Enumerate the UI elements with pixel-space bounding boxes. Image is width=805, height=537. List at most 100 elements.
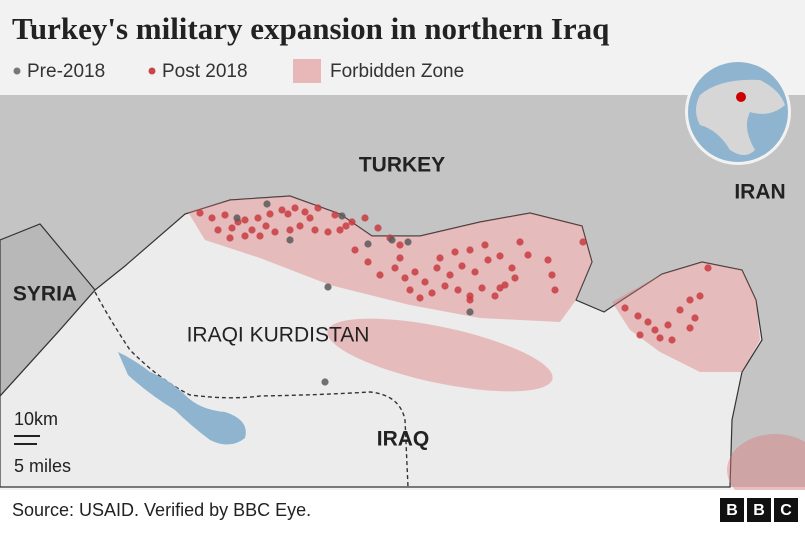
base-dot [579,238,587,246]
base-dot [636,331,644,339]
legend-swatch [293,59,321,83]
base-dot [484,256,492,264]
base-dot [342,222,350,230]
base-dot [266,210,274,218]
base-dot [451,248,459,256]
legend-label: Post 2018 [162,61,248,82]
base-dot [676,306,684,314]
base-dot [262,222,270,230]
base-dot [338,212,346,220]
base-dot [361,214,369,222]
base-dot [471,268,479,276]
base-dot [208,214,216,222]
base-dot [221,211,229,219]
base-dot [364,240,372,248]
base-dot [433,264,441,272]
base-dot [516,238,524,246]
base-dot [348,218,356,226]
legend-label: Forbidden Zone [330,61,464,82]
bases [196,200,712,386]
base-dot [331,211,339,219]
base-dot [196,209,204,217]
logo-box [720,498,744,522]
base-dot [404,238,412,246]
base-dot [634,312,642,320]
base-dot [284,210,292,218]
base-dot [396,241,404,249]
base-dot [481,241,489,249]
base-dot [324,228,332,236]
logo-box [747,498,771,522]
base-dot [401,274,409,282]
base-dot [374,224,382,232]
base-dot [296,222,304,230]
base-dot [686,324,694,332]
base-dot [301,208,309,216]
base-dot [248,226,256,234]
base-dot [226,234,234,242]
base-dot [263,200,271,208]
base-dot [256,232,264,240]
base-dot [458,262,466,270]
title: Turkey's military expansion in northern … [12,11,609,46]
base-dot [466,246,474,254]
base-dot [436,254,444,262]
base-dot [324,283,332,291]
base-dot [454,286,462,294]
base-dot [376,271,384,279]
base-dot [241,232,249,240]
base-dot [311,226,319,234]
base-dot [511,274,519,282]
base-dot [306,214,314,222]
base-dot [428,289,436,297]
base-dot [214,226,222,234]
base-dot [466,296,474,304]
base-dot [388,236,396,244]
base-dot [656,334,664,342]
base-dot [544,256,552,264]
base-dot [228,224,236,232]
forbidden-zone [612,262,760,372]
region-label: IRAQI KURDISTAN [187,324,370,347]
base-dot [446,271,454,279]
base-dot [548,271,556,279]
base-dot [551,286,559,294]
forbidden-zone [327,318,553,392]
base-dot [286,226,294,234]
base-dot [351,246,359,254]
logo-letter: C [780,502,792,519]
base-dot [691,314,699,322]
scale-label: 5 miles [14,456,71,476]
kurdistan-border [94,291,409,488]
legend-label: Pre-2018 [27,61,105,82]
base-dot [704,264,712,272]
country-label: IRAQ [377,428,430,451]
base-dot [396,254,404,262]
base-dot [406,286,414,294]
base-dot [441,282,449,290]
base-dot [696,292,704,300]
base-dot [496,284,504,292]
base-dot [364,258,372,266]
base-dot [271,228,279,236]
scale-label: 10km [14,409,58,429]
base-dot [291,204,299,212]
base-dot [286,236,294,244]
base-dot [508,264,516,272]
logo-letter: B [753,502,765,519]
base-dot [668,336,676,344]
logo-letter: B [726,502,738,519]
lake [118,352,246,445]
base-dot [254,214,262,222]
country-label: IRAN [734,181,785,204]
base-dot [416,294,424,302]
country-label: SYRIA [13,283,77,306]
globe-marker [736,92,746,102]
base-dot [478,284,486,292]
base-dot [524,251,532,259]
base-dot [421,278,429,286]
logo-box [774,498,798,522]
base-dot [644,318,652,326]
base-dot [466,308,474,316]
